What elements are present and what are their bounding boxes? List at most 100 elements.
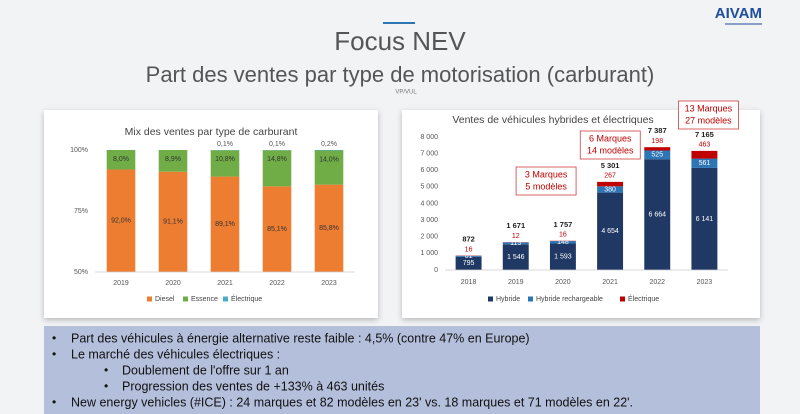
- data-label: 267: [604, 173, 616, 180]
- legend-swatch: [183, 296, 188, 302]
- annotation-text: 3 Marques: [525, 169, 568, 179]
- bullet-text: Le marché des véhicules électriques :: [71, 347, 280, 361]
- title: Focus NEV: [334, 26, 466, 56]
- x-tick-label: 2021: [602, 279, 618, 286]
- data-label: 92,0%: [111, 218, 131, 225]
- data-label: 4 654: [601, 228, 619, 235]
- y-tick-label: 75%: [74, 208, 88, 215]
- data-label: 148: [557, 239, 569, 246]
- legend-label: Hybride rechargeable: [536, 296, 603, 303]
- y-tick-label: 3 000: [420, 217, 438, 224]
- data-label: 0,1%: [217, 141, 233, 148]
- y-tick-label: 4 000: [420, 200, 438, 207]
- chart-title: Ventes de véhicules hybrides et électriq…: [452, 114, 653, 126]
- sub-bullet-text: Progression des ventes de +133% à 463 un…: [122, 379, 384, 393]
- data-label: 1 593: [554, 254, 572, 261]
- bar-segment: [597, 186, 624, 193]
- annotation-box: [579, 130, 641, 160]
- bar-segment: [691, 150, 718, 159]
- y-tick-label: 0: [434, 267, 438, 274]
- bar-segment: [262, 150, 292, 187]
- data-label: 6 664: [648, 211, 666, 218]
- bullet-text: New energy vehicles (#ICE) : 24 marques …: [71, 395, 633, 409]
- legend-label: Électrique: [628, 294, 659, 303]
- x-tick-label: 2023: [321, 280, 337, 287]
- data-label: 0,1%: [269, 141, 285, 148]
- data-label: 198: [651, 138, 663, 145]
- data-label: 113: [510, 240, 521, 247]
- bullet-dot: •: [52, 347, 56, 361]
- bar-segment: [549, 243, 576, 270]
- y-tick-label: 1 000: [420, 250, 438, 257]
- bar-segment: [502, 244, 529, 270]
- bar-segment: [158, 171, 188, 272]
- data-label: 16: [465, 246, 473, 253]
- x-tick-label: 2021: [217, 280, 233, 287]
- legend-label: Diesel: [155, 296, 175, 303]
- bar-segment: [262, 186, 292, 272]
- bar-segment: [644, 159, 671, 270]
- bullet-dot: •: [52, 331, 56, 345]
- bar-segment: [210, 176, 240, 272]
- y-tick-label: 100%: [70, 147, 88, 154]
- data-label: 525: [651, 152, 663, 159]
- bar-segment: [691, 158, 718, 168]
- data-label: 89,1%: [215, 221, 235, 228]
- bullet-text: Part des véhicules à énergie alternative…: [71, 331, 530, 345]
- x-tick-label: 2022: [649, 279, 665, 286]
- legend-label: Essence: [191, 296, 218, 303]
- data-label: 561: [699, 160, 711, 167]
- total-label: 7 387: [648, 126, 667, 135]
- bar-segment: [644, 150, 671, 160]
- x-tick-label: 2020: [555, 279, 571, 286]
- subtitle: Part des ventes par type de motorisation…: [146, 62, 655, 87]
- y-tick-label: 50%: [74, 269, 88, 276]
- bar-segment: [597, 181, 624, 187]
- annotation-text: 27 modèles: [685, 115, 732, 125]
- legend-label: Hybride: [496, 296, 520, 303]
- bullet-box: [44, 326, 760, 414]
- y-tick-label: 7 000: [420, 150, 438, 157]
- chart-title: Mix des ventes par type de carburant: [125, 126, 298, 138]
- bar-segment: [597, 192, 624, 270]
- bar-segment: [314, 184, 344, 272]
- bar-segment: [502, 242, 529, 245]
- subtitle-note: VP/VUL: [395, 90, 417, 96]
- sub-bullet-text: Doublement de l'offre sur 1 an: [122, 363, 289, 377]
- bullet-dot: •: [104, 379, 108, 393]
- data-label: 1 546: [507, 254, 525, 261]
- bar-segment: [455, 256, 482, 270]
- data-label: 12: [512, 233, 520, 240]
- total-label: 5 301: [601, 161, 620, 170]
- data-label: 0,2%: [321, 141, 337, 148]
- total-label: 7 165: [695, 130, 714, 139]
- bar-segment: [644, 147, 671, 151]
- data-label: 6 141: [696, 216, 714, 223]
- y-tick-label: 8 000: [420, 134, 438, 141]
- data-label: 14,8%: [267, 156, 287, 163]
- data-label: 61: [465, 253, 473, 260]
- x-tick-label: 2020: [165, 280, 181, 287]
- data-label: 380: [604, 186, 616, 193]
- x-tick-label: 2022: [269, 280, 285, 287]
- y-tick-label: 5 000: [420, 184, 438, 191]
- legend-swatch: [620, 296, 625, 302]
- data-label: 795: [463, 260, 475, 267]
- bullet-dot: •: [104, 363, 108, 377]
- legend-swatch: [223, 296, 228, 302]
- bullet-dot: •: [52, 395, 56, 409]
- bar-segment: [691, 167, 718, 270]
- legend-swatch: [147, 296, 152, 302]
- bar-segment: [158, 150, 188, 172]
- total-label: 872: [462, 234, 475, 243]
- total-label: 1 757: [554, 220, 573, 229]
- annotation-text: 14 modèles: [587, 145, 634, 155]
- data-label: 8,9%: [165, 156, 181, 163]
- data-label: 14,0%: [319, 156, 339, 163]
- bar-segment: [455, 255, 482, 257]
- data-label: 8,0%: [113, 156, 129, 163]
- bar-segment: [549, 241, 576, 244]
- y-tick-label: 2 000: [420, 234, 438, 241]
- data-label: 91,1%: [163, 219, 183, 226]
